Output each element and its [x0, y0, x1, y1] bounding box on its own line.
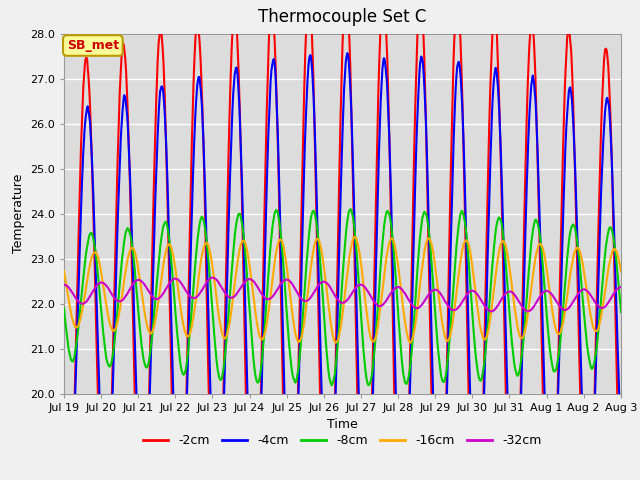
-16cm: [574, 245, 582, 251]
-4cm: [344, 50, 351, 56]
-32cm: [574, 291, 582, 297]
-32cm: [209, 275, 216, 280]
-2cm: [574, 298, 582, 303]
-8cm: [328, 383, 335, 388]
-4cm: [541, 385, 548, 391]
-8cm: [541, 284, 548, 289]
-32cm: [397, 286, 405, 291]
Line: -16cm: -16cm: [64, 237, 640, 343]
-32cm: [541, 288, 548, 294]
-4cm: [120, 99, 127, 105]
-2cm: [541, 455, 548, 460]
-16cm: [406, 340, 414, 346]
-16cm: [397, 287, 405, 293]
-8cm: [60, 305, 68, 311]
Title: Thermocouple Set C: Thermocouple Set C: [258, 9, 427, 26]
-16cm: [541, 252, 548, 258]
-16cm: [351, 234, 359, 240]
-32cm: [120, 297, 127, 302]
-8cm: [574, 246, 582, 252]
-32cm: [487, 309, 495, 314]
Legend: -2cm, -4cm, -8cm, -16cm, -32cm: -2cm, -4cm, -8cm, -16cm, -32cm: [138, 429, 547, 452]
Line: -4cm: -4cm: [64, 53, 640, 480]
-8cm: [248, 332, 255, 338]
-16cm: [60, 268, 68, 274]
Line: -32cm: -32cm: [64, 277, 640, 312]
-16cm: [248, 277, 255, 283]
-32cm: [60, 282, 68, 288]
Text: SB_met: SB_met: [67, 39, 119, 52]
-8cm: [397, 352, 405, 358]
Line: -8cm: -8cm: [64, 209, 640, 385]
Y-axis label: Temperature: Temperature: [12, 174, 24, 253]
-4cm: [60, 433, 68, 439]
-8cm: [120, 245, 127, 251]
-32cm: [248, 277, 255, 283]
-4cm: [574, 253, 582, 259]
-8cm: [347, 206, 355, 212]
X-axis label: Time: Time: [327, 418, 358, 431]
Line: -2cm: -2cm: [64, 0, 640, 480]
-16cm: [120, 284, 127, 290]
-2cm: [120, 41, 127, 47]
